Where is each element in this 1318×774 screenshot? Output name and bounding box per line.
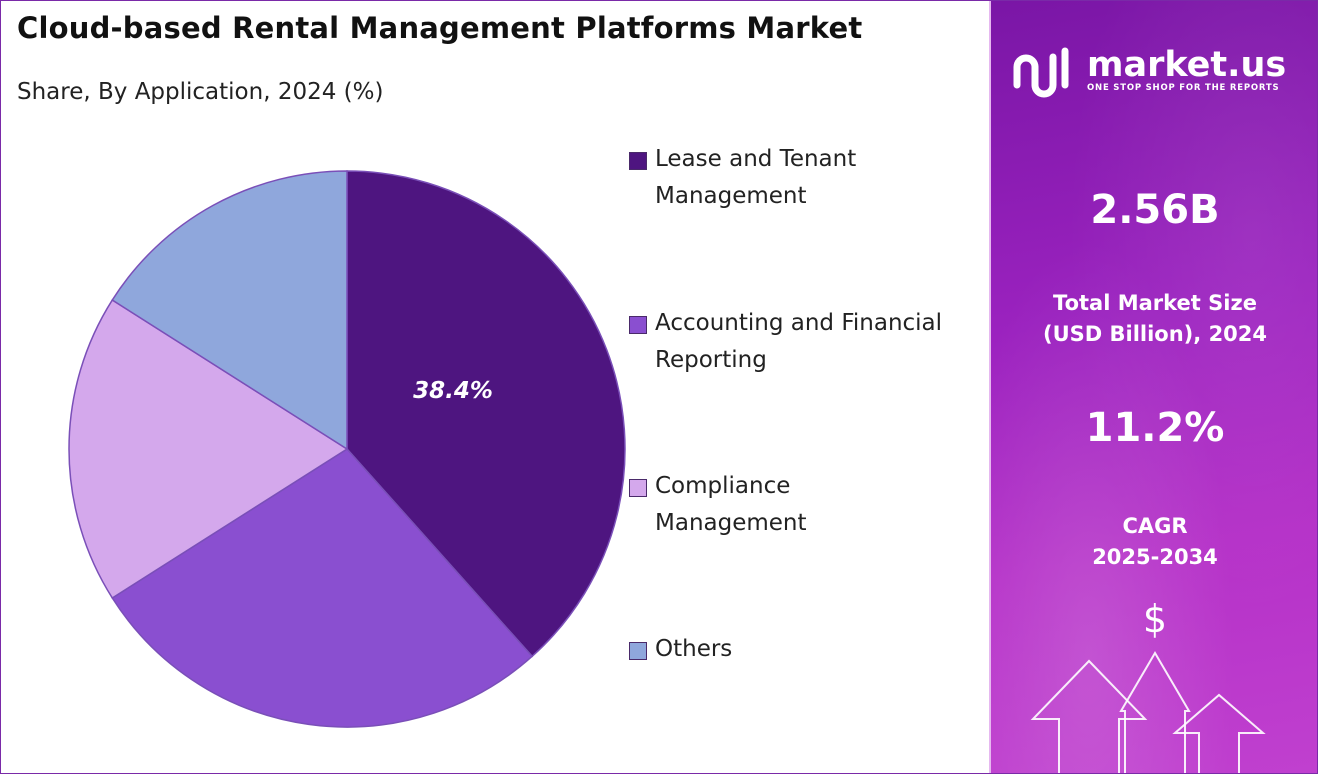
legend-item-others: Others	[629, 631, 985, 668]
logo-tagline: ONE STOP SHOP FOR THE REPORTS	[1087, 83, 1280, 93]
market-us-logo-icon	[1013, 47, 1069, 98]
logo-name: market.us	[1087, 45, 1287, 85]
growth-arrows-icon	[1030, 651, 1266, 773]
cagr-value: 11.2%	[1085, 405, 1225, 451]
pie-data-label-lease: 38.4%	[413, 378, 493, 404]
legend-swatch-accounting	[629, 316, 647, 334]
legend-item-accounting: Accounting and Financial Reporting	[629, 305, 985, 379]
pie-slice-lease	[346, 170, 626, 658]
pie-chart: 38.4%	[68, 170, 626, 728]
legend-label-accounting: Accounting and Financial Reporting	[655, 310, 943, 373]
market-size-label: Total Market Size (USD Billion), 2024	[1042, 291, 1268, 346]
legend-item-lease: Lease and Tenant Management	[629, 141, 985, 215]
pie-slice-others	[111, 170, 348, 451]
legend-swatch-others	[629, 642, 647, 660]
legend-label-others: Others	[655, 636, 733, 662]
chart-subtitle: Share, By Application, 2024 (%)	[17, 79, 384, 105]
market-size-value: 2.56B	[1090, 187, 1220, 233]
legend-label-lease: Lease and Tenant Management	[655, 146, 857, 209]
legend-swatch-lease	[629, 152, 647, 170]
chart-title: Cloud-based Rental Management Platforms …	[17, 11, 863, 45]
legend-item-compliance: Compliance Management	[629, 468, 985, 542]
stats-sidebar: market.us ONE STOP SHOP FOR THE REPORTS …	[989, 1, 1317, 773]
brand-logo: market.us ONE STOP SHOP FOR THE REPORTS	[1011, 41, 1286, 99]
cagr-label: CAGR 2025-2034	[1092, 514, 1218, 569]
legend-swatch-compliance	[629, 479, 647, 497]
pie-slice-compliance	[68, 299, 349, 599]
chart-panel: Cloud-based Rental Management Platforms …	[1, 1, 989, 773]
dollar-icon: $	[1142, 597, 1168, 641]
pie-slice-accounting	[111, 448, 534, 728]
legend-label-compliance: Compliance Management	[655, 473, 807, 536]
